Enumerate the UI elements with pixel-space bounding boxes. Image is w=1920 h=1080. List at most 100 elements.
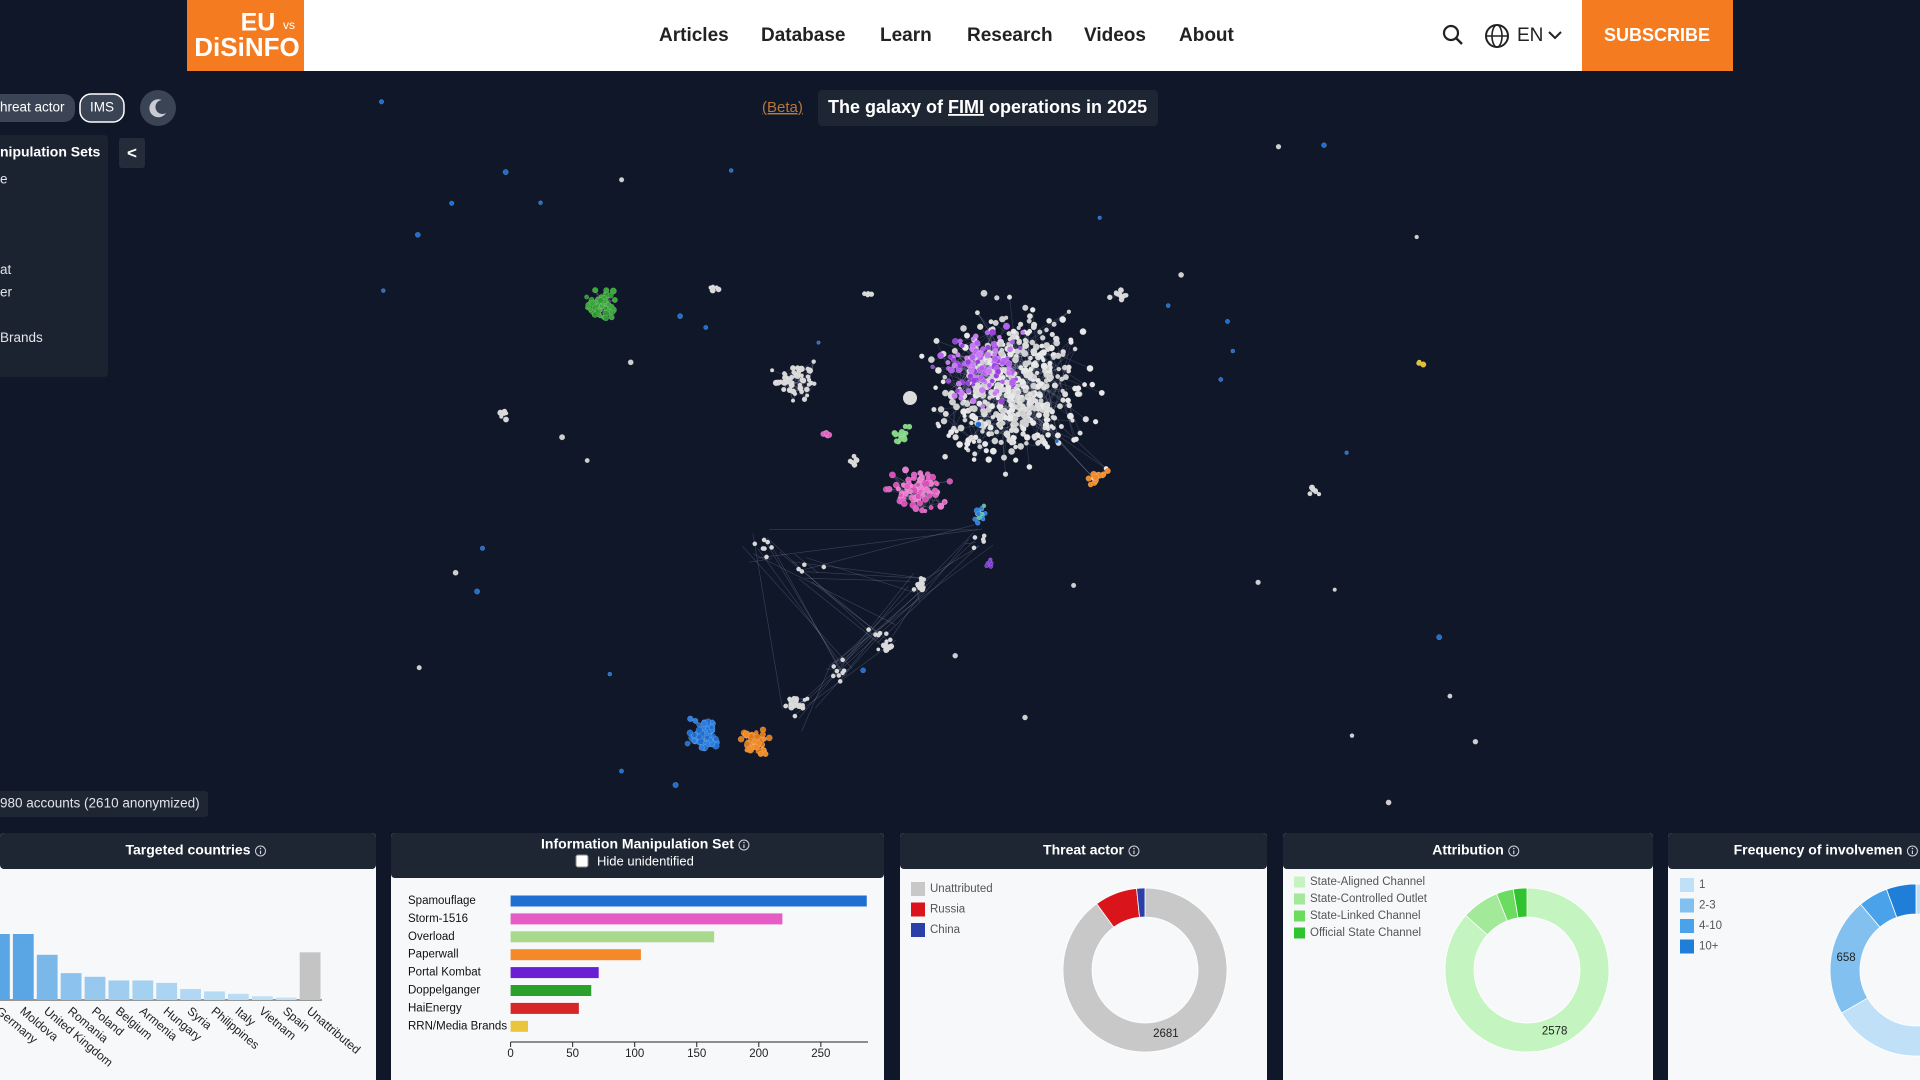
info-icon[interactable] [1128, 845, 1140, 857]
edge [779, 552, 880, 635]
node [812, 381, 817, 387]
node [980, 404, 986, 410]
node [940, 417, 948, 425]
node [971, 439, 977, 445]
ims-button[interactable]: IMS [79, 93, 125, 123]
nav-link[interactable]: Articles [659, 25, 729, 46]
node [991, 355, 999, 363]
node [951, 347, 958, 355]
node [1104, 467, 1111, 475]
info-icon[interactable] [1906, 845, 1918, 857]
node [933, 337, 940, 345]
search-icon[interactable] [1442, 24, 1463, 45]
edge [805, 557, 915, 593]
node [975, 359, 981, 365]
node [1037, 329, 1043, 335]
node [695, 726, 703, 734]
node [804, 393, 810, 398]
node [937, 502, 945, 510]
node [1086, 364, 1094, 372]
node [987, 424, 994, 431]
sidebar-item[interactable]: Brands [0, 330, 43, 345]
nav-link[interactable]: Database [761, 25, 846, 46]
title-link[interactable]: FIMI [948, 97, 984, 117]
node [1030, 348, 1038, 356]
node [1046, 317, 1053, 324]
node [1026, 328, 1033, 335]
sidebar-item[interactable]: at [0, 262, 12, 277]
edge [757, 548, 842, 665]
node [953, 403, 961, 411]
node [1008, 447, 1015, 455]
node [752, 541, 758, 547]
edge [977, 393, 994, 418]
node [801, 562, 807, 568]
node [992, 319, 999, 327]
nav-link[interactable]: Learn [880, 25, 932, 46]
edge [752, 553, 896, 625]
edge [832, 589, 923, 669]
edge [877, 545, 980, 643]
node [801, 396, 808, 402]
node [984, 563, 989, 569]
node [737, 735, 745, 743]
threat-actor-button[interactable]: hreat actor [0, 94, 75, 122]
title-part: operations in 2025 [989, 97, 1147, 117]
node [608, 314, 615, 321]
node [1013, 444, 1018, 450]
sidebar-item[interactable]: e [0, 172, 8, 187]
node [692, 717, 699, 724]
node [989, 328, 996, 336]
sidebar-item[interactable]: er [0, 285, 13, 300]
edge [1061, 426, 1107, 469]
node [1065, 397, 1072, 404]
node [994, 368, 1002, 375]
node [902, 466, 910, 474]
chart-panel: Frequency of involvemen 658 1 2-3 4-10 10+ [1668, 833, 1920, 1080]
node [981, 440, 989, 448]
node [935, 366, 942, 374]
panel-header [0, 833, 376, 869]
node [1016, 403, 1022, 410]
info-icon[interactable] [1508, 845, 1520, 857]
node [1024, 417, 1031, 424]
node [1385, 799, 1392, 806]
node [962, 417, 968, 423]
node [1307, 491, 1313, 497]
info-icon[interactable] [255, 845, 266, 857]
info-ring [255, 845, 266, 857]
node [1092, 419, 1099, 425]
collapse-button[interactable]: < [119, 138, 145, 168]
nav-link[interactable]: About [1179, 25, 1235, 46]
subscribe-button[interactable]: SUBSCRIBE [1582, 0, 1733, 71]
node [1027, 391, 1033, 397]
info-icon[interactable] [738, 839, 750, 851]
node [761, 537, 767, 543]
edge [978, 331, 992, 345]
node [1068, 337, 1074, 343]
language-picker[interactable]: EN [1485, 24, 1562, 48]
sidebar-bg [0, 135, 108, 377]
legend-label: 2-3 [1699, 900, 1716, 912]
node [975, 511, 982, 517]
nav-link[interactable]: Research [967, 25, 1053, 46]
node [853, 457, 860, 464]
sidebar: nipulation Sets e at er Brands [0, 135, 108, 377]
node [700, 720, 708, 728]
chevron [1548, 31, 1562, 40]
edge [804, 524, 975, 570]
checkbox[interactable] [575, 854, 589, 868]
node [416, 665, 422, 671]
node [931, 406, 937, 413]
accounts-note: 980 accounts (2610 anonymized) [0, 796, 200, 811]
node [1020, 329, 1026, 335]
edge [594, 290, 605, 318]
nav-link[interactable]: Videos [1084, 25, 1146, 46]
node [597, 297, 604, 304]
node [1113, 290, 1119, 295]
node [1006, 346, 1014, 353]
node [1072, 385, 1079, 392]
node [1026, 370, 1034, 378]
dark-mode-toggle[interactable] [140, 90, 176, 126]
